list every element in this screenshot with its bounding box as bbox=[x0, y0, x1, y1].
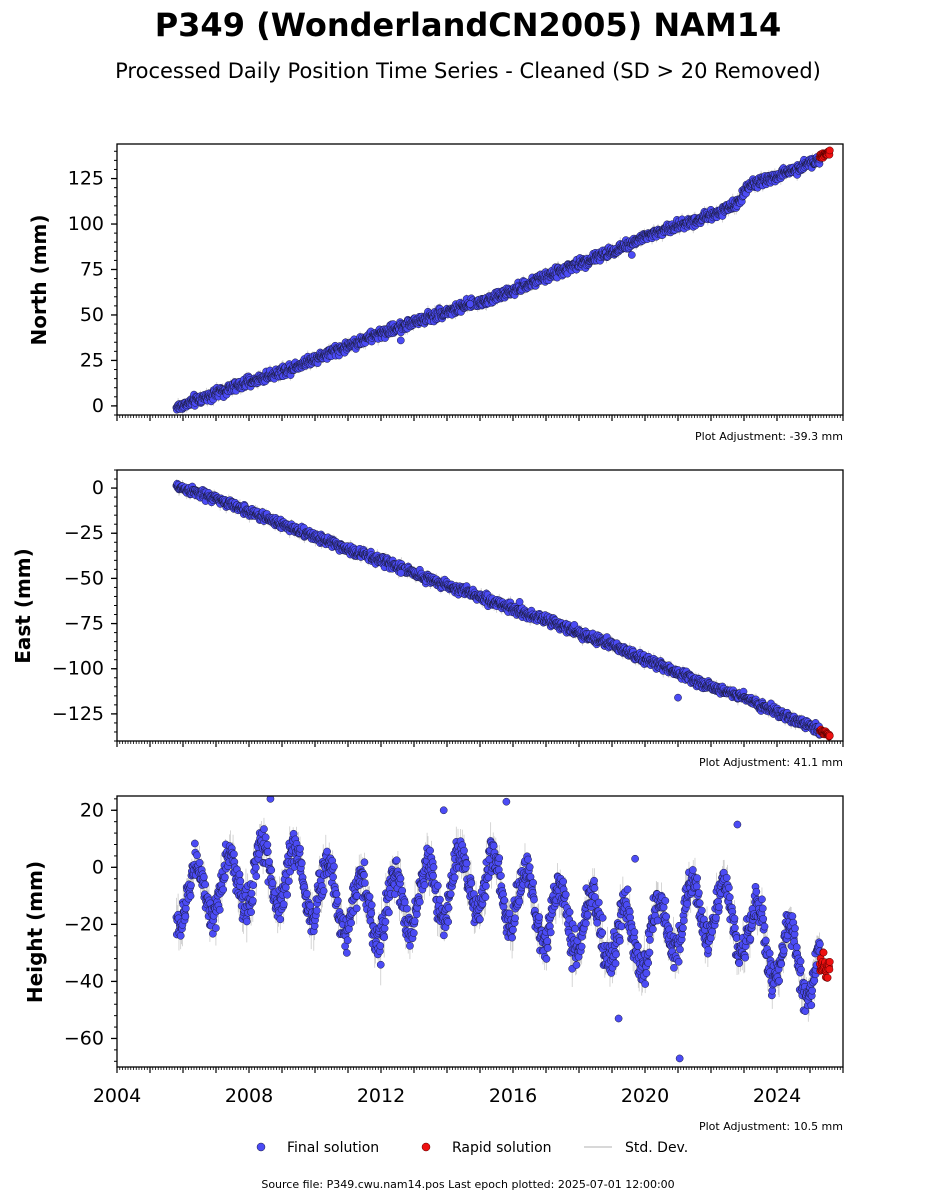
east-final-point bbox=[396, 569, 405, 577]
north-rapid-points bbox=[816, 146, 834, 162]
north-y-tick-label: 125 bbox=[68, 168, 104, 190]
figure-subtitle: Processed Daily Position Time Series - C… bbox=[115, 59, 821, 83]
north-final-point bbox=[396, 336, 405, 345]
north-axes-frame bbox=[116, 143, 844, 416]
east-panel: 0−25−50−75−100−125 East (mm) Plot Adjust… bbox=[11, 469, 844, 769]
north-x-ticks bbox=[116, 415, 844, 421]
north-y-tick-label: 25 bbox=[80, 349, 104, 371]
east-y-tick-label: −125 bbox=[52, 703, 104, 725]
north-y-tick-label: 50 bbox=[80, 304, 104, 326]
north-plot-area bbox=[172, 146, 834, 415]
north-final-point bbox=[466, 300, 474, 308]
north-y-ticks: 0 25 50 75 100 125 bbox=[68, 150, 117, 417]
east-plot-area bbox=[172, 479, 834, 741]
north-y-axis-label: North (mm) bbox=[27, 214, 51, 345]
north-y-tick-label: 100 bbox=[68, 213, 104, 235]
north-final-point bbox=[627, 251, 636, 259]
east-rapid-point bbox=[825, 731, 834, 740]
north-y-tick-label: 0 bbox=[92, 395, 104, 417]
north-panel: 0 25 50 75 100 125 North (mm) Plot Adjustment… bbox=[27, 143, 844, 443]
east-y-ticks: 0 −25 −50 −75 −100 −125 bbox=[52, 469, 117, 742]
east-y-tick-label: −50 bbox=[64, 567, 104, 589]
east-final-points bbox=[172, 479, 824, 739]
east-y-tick-label: −75 bbox=[64, 613, 104, 635]
north-y-tick-label: 75 bbox=[80, 258, 104, 280]
east-y-tick-label: 0 bbox=[92, 477, 104, 499]
east-final-point bbox=[674, 693, 682, 702]
east-final-point bbox=[515, 598, 524, 606]
east-y-tick-label: −100 bbox=[52, 658, 104, 680]
north-rapid-point bbox=[825, 146, 834, 155]
east-y-tick-label: −25 bbox=[64, 522, 104, 544]
north-plot-adjustment: Plot Adjustment: -39.3 mm bbox=[695, 430, 843, 443]
figure-title: P349 (WonderlandCN2005) NAM14 bbox=[155, 6, 782, 44]
east-x-ticks bbox=[116, 741, 844, 747]
north-final-points bbox=[172, 153, 824, 414]
